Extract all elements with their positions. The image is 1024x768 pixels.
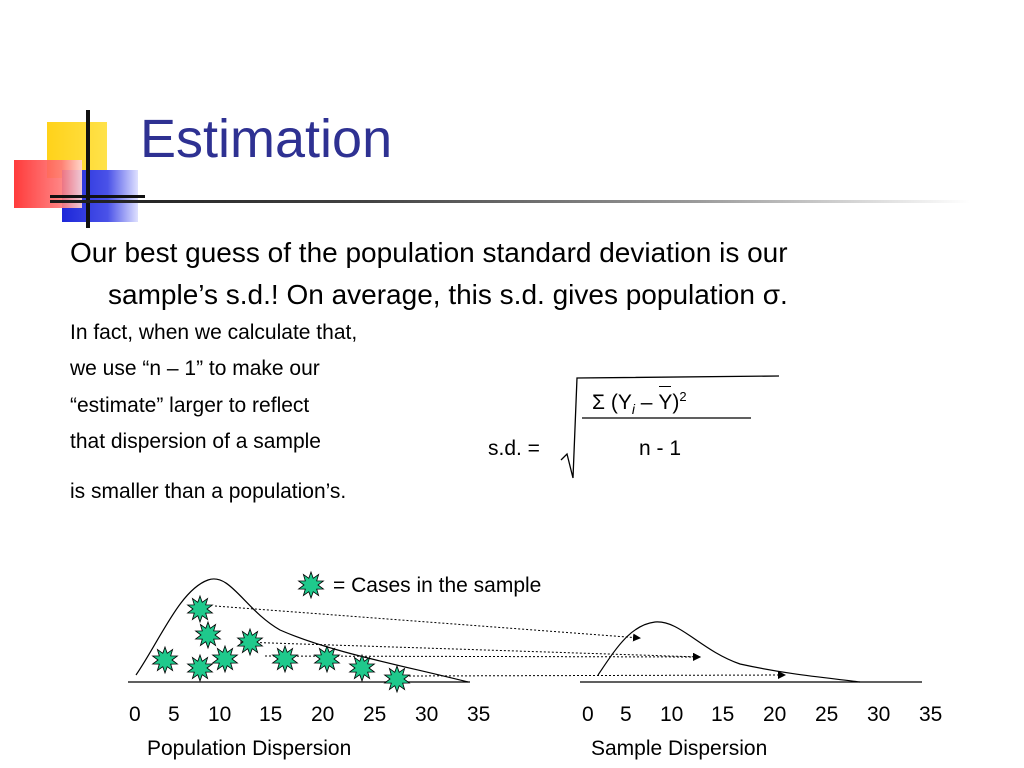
case-marker-star-10 bbox=[383, 664, 411, 694]
sample-tick-30: 30 bbox=[867, 703, 891, 726]
formula-denominator: n - 1 bbox=[639, 437, 682, 460]
sample-tick-10: 10 bbox=[660, 703, 684, 726]
note-line-3: “estimate” larger to reflect bbox=[70, 394, 310, 417]
case-marker-star-5 bbox=[186, 653, 214, 683]
pop-tick-5: 5 bbox=[168, 703, 180, 726]
sample-tick-25: 25 bbox=[815, 703, 839, 726]
case-arrow-1 bbox=[214, 605, 641, 642]
pop-tick-35: 35 bbox=[467, 703, 491, 726]
main-bullet-line-1: Our best guess of the population standar… bbox=[70, 237, 788, 268]
pop-tick-30: 30 bbox=[415, 703, 439, 726]
formula-ybar-letter: Y bbox=[658, 391, 673, 414]
sample-caption: Sample Dispersion bbox=[591, 737, 768, 760]
sample-tick-15: 15 bbox=[711, 703, 735, 726]
case-marker-star-4 bbox=[151, 645, 179, 675]
pop-tick-15: 15 bbox=[259, 703, 283, 726]
case-arrows bbox=[214, 605, 786, 680]
pop-tick-0: 0 bbox=[129, 703, 141, 726]
formula-lhs: s.d. = bbox=[488, 437, 540, 460]
sample-tick-5: 5 bbox=[620, 703, 632, 726]
pop-tick-25: 25 bbox=[363, 703, 387, 726]
sample-curve bbox=[597, 621, 861, 683]
note-line-4: that dispersion of a sample bbox=[70, 430, 321, 453]
case-marker-star-7 bbox=[271, 644, 299, 674]
sample-tick-0: 0 bbox=[582, 703, 594, 726]
formula-close: ) bbox=[672, 391, 680, 414]
slide-title: Estimation bbox=[140, 109, 393, 169]
population-caption: Population Dispersion bbox=[147, 737, 352, 760]
case-marker-star-3 bbox=[236, 627, 264, 657]
main-bullet: Our best guess of the population standar… bbox=[70, 232, 970, 316]
case-arrow-4 bbox=[404, 671, 786, 680]
sigma-symbol: Σ bbox=[592, 391, 605, 414]
legend-text: = Cases in the sample bbox=[333, 574, 542, 597]
formula-open: (Y bbox=[610, 391, 632, 414]
sample-tick-20: 20 bbox=[763, 703, 787, 726]
pop-tick-20: 20 bbox=[311, 703, 335, 726]
case-marker-star-8 bbox=[313, 644, 341, 674]
case-marker-star-6 bbox=[211, 644, 239, 674]
main-bullet-line-2: sample’s s.d.! On average, this s.d. giv… bbox=[108, 279, 788, 310]
formula-ybar: Y bbox=[658, 386, 673, 414]
note-line-1: In fact, when we calculate that, bbox=[70, 321, 358, 344]
legend-star-icon bbox=[297, 570, 325, 600]
bar-mark bbox=[659, 386, 672, 387]
case-markers bbox=[151, 594, 411, 694]
note-line-2: we use “n – 1” to make our bbox=[70, 357, 320, 380]
formula-numerator: Σ (Yi – Y)2 bbox=[592, 386, 687, 418]
case-marker-star-1 bbox=[186, 594, 214, 624]
case-arrow-2 bbox=[239, 641, 701, 661]
slide-logo-decoration bbox=[14, 110, 145, 228]
sample-tick-35: 35 bbox=[919, 703, 943, 726]
dispersion-diagram bbox=[128, 578, 922, 694]
formula-radical bbox=[560, 375, 780, 479]
case-marker-star-2 bbox=[194, 620, 222, 650]
formula-exponent: 2 bbox=[679, 389, 687, 404]
note-line-5: is smaller than a population’s. bbox=[70, 480, 347, 503]
formula-minus: – bbox=[634, 391, 659, 414]
title-rule bbox=[50, 200, 970, 203]
pop-tick-10: 10 bbox=[208, 703, 232, 726]
case-marker-star-9 bbox=[348, 653, 376, 683]
formula-subscript: i bbox=[631, 401, 635, 418]
population-curve bbox=[135, 578, 469, 683]
